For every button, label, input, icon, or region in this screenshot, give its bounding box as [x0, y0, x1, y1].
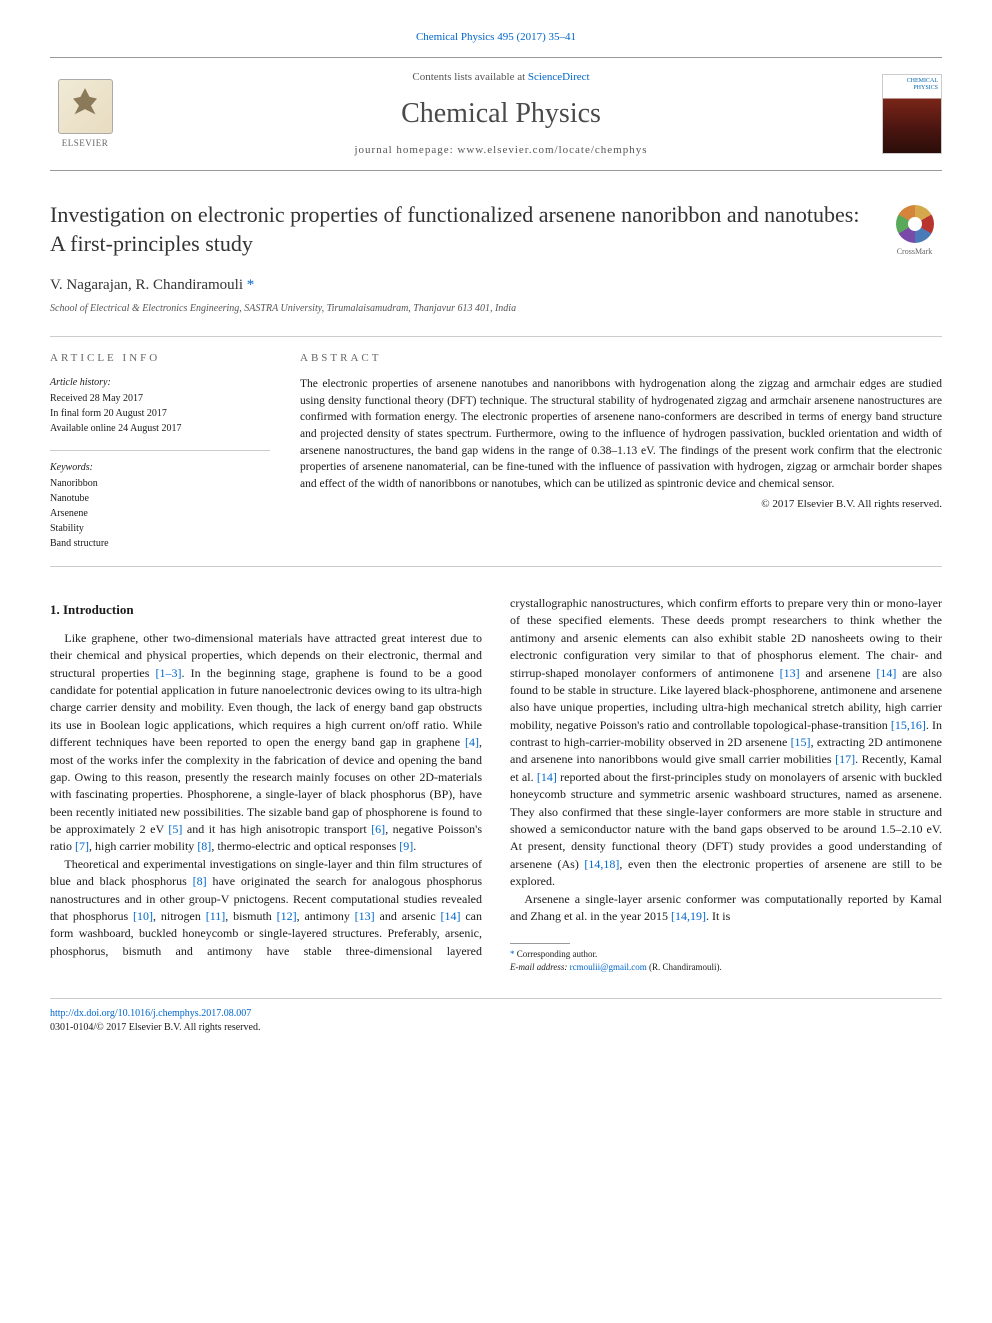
author-names: V. Nagarajan, R. Chandiramouli [50, 277, 243, 293]
history-item: Available online 24 August 2017 [50, 422, 270, 436]
article-title: Investigation on electronic properties o… [50, 201, 942, 258]
body-text: reported about the first-principles stud… [510, 770, 942, 871]
keyword-item: Band structure [50, 537, 270, 551]
body-text: , most of the works infer the complexity… [50, 735, 482, 836]
email-link[interactable]: rcmoulii@gmail.com [570, 962, 647, 972]
corresponding-author: * Corresponding author. E-mail address: … [510, 943, 942, 974]
citation-ref[interactable]: [6] [371, 822, 385, 836]
citation-ref[interactable]: [8] [193, 874, 207, 888]
crossmark-label: CrossMark [887, 246, 942, 257]
body-paragraph: Arsenene a single-layer arsenic conforme… [510, 891, 942, 926]
homepage-url: www.elsevier.com/locate/chemphys [457, 144, 647, 156]
keyword-item: Stability [50, 522, 270, 536]
history-item: In final form 20 August 2017 [50, 407, 270, 421]
abstract-block: abstract The electronic properties of ar… [300, 351, 942, 552]
citation-ref[interactable]: [14,19] [671, 909, 706, 923]
homepage-line: journal homepage: www.elsevier.com/locat… [140, 143, 862, 158]
journal-cover-thumbnail: CHEMICAL PHYSICS [882, 74, 942, 154]
body-text: and arsenene [800, 666, 877, 680]
crossmark-badge[interactable]: CrossMark [887, 205, 942, 260]
citation-ref[interactable]: [9] [399, 839, 413, 853]
keyword-item: Nanoribbon [50, 477, 270, 491]
journal-header: ELSEVIER Contents lists available at Sci… [50, 57, 942, 171]
body-text: and arsenic [375, 909, 441, 923]
keywords-label: Keywords: [50, 461, 270, 475]
body-text: and it has high anisotropic transport [182, 822, 371, 836]
citation-link[interactable]: Chemical Physics 495 (2017) 35–41 [416, 31, 576, 43]
issn-copyright: 0301-0104/© 2017 Elsevier B.V. All right… [50, 1021, 942, 1035]
email-label: E-mail address: [510, 962, 570, 972]
header-center: Contents lists available at ScienceDirec… [140, 70, 862, 158]
citation-ref[interactable]: [13] [780, 666, 800, 680]
article-info-heading: article info [50, 351, 270, 366]
citation-ref[interactable]: [5] [168, 822, 182, 836]
citation-ref[interactable]: [13] [355, 909, 375, 923]
sciencedirect-link[interactable]: ScienceDirect [528, 71, 590, 83]
publisher-name: ELSEVIER [62, 137, 109, 150]
citation-ref[interactable]: [15] [791, 735, 811, 749]
article-info: article info Article history: Received 2… [50, 351, 270, 552]
doi-link[interactable]: http://dx.doi.org/10.1016/j.chemphys.201… [50, 1008, 251, 1019]
publisher-logo: ELSEVIER [50, 74, 120, 154]
citation-ref[interactable]: [7] [75, 839, 89, 853]
citation-ref[interactable]: [14,18] [584, 857, 619, 871]
citation-ref[interactable]: [14] [441, 909, 461, 923]
body-text: , high carrier mobility [89, 839, 197, 853]
body-text: , bismuth [225, 909, 276, 923]
citation-line: Chemical Physics 495 (2017) 35–41 [50, 30, 942, 45]
corresp-divider [510, 943, 570, 944]
info-abstract-row: article info Article history: Received 2… [50, 336, 942, 567]
footer: http://dx.doi.org/10.1016/j.chemphys.201… [50, 998, 942, 1035]
contents-prefix: Contents lists available at [412, 71, 527, 83]
citation-ref[interactable]: [17] [835, 752, 855, 766]
affiliation: School of Electrical & Electronics Engin… [50, 302, 942, 316]
body-text: . [413, 839, 416, 853]
email-suffix: (R. Chandiramouli). [647, 962, 722, 972]
history-label: Article history: [50, 376, 270, 390]
keyword-item: Arsenene [50, 507, 270, 521]
body-columns: 1. Introduction Like graphene, other two… [50, 595, 942, 975]
abstract-text: The electronic properties of arsenene na… [300, 376, 942, 493]
keywords-block: Keywords: Nanoribbon Nanotube Arsenene S… [50, 450, 270, 551]
corresp-email-line: E-mail address: rcmoulii@gmail.com (R. C… [510, 961, 942, 974]
body-text: , antimony [297, 909, 355, 923]
body-text: , nitrogen [153, 909, 206, 923]
elsevier-tree-icon [58, 79, 113, 134]
citation-ref[interactable]: [10] [133, 909, 153, 923]
abstract-copyright: © 2017 Elsevier B.V. All rights reserved… [300, 497, 942, 512]
corresp-label: * Corresponding author. [510, 948, 942, 961]
body-text: , thermo-electric and optical responses [211, 839, 399, 853]
body-paragraph: Like graphene, other two-dimensional mat… [50, 630, 482, 856]
cover-title: CHEMICAL PHYSICS [886, 78, 938, 91]
citation-ref[interactable]: [8] [197, 839, 211, 853]
citation-ref[interactable]: [15,16] [891, 718, 926, 732]
citation-ref[interactable]: [14] [537, 770, 557, 784]
corresp-marker[interactable]: * [243, 277, 254, 293]
citation-ref[interactable]: [12] [277, 909, 297, 923]
journal-name: Chemical Physics [140, 94, 862, 133]
body-text: . It is [706, 909, 730, 923]
keyword-item: Nanotube [50, 492, 270, 506]
crossmark-icon [896, 205, 934, 243]
citation-ref[interactable]: [1–3] [156, 666, 182, 680]
abstract-heading: abstract [300, 351, 942, 366]
authors: V. Nagarajan, R. Chandiramouli * [50, 275, 942, 296]
citation-ref[interactable]: [11] [206, 909, 226, 923]
contents-line: Contents lists available at ScienceDirec… [140, 70, 862, 85]
citation-ref[interactable]: [4] [465, 735, 479, 749]
homepage-prefix: journal homepage: [354, 144, 457, 156]
history-item: Received 28 May 2017 [50, 392, 270, 406]
section-heading: 1. Introduction [50, 601, 482, 620]
citation-ref[interactable]: [14] [876, 666, 896, 680]
